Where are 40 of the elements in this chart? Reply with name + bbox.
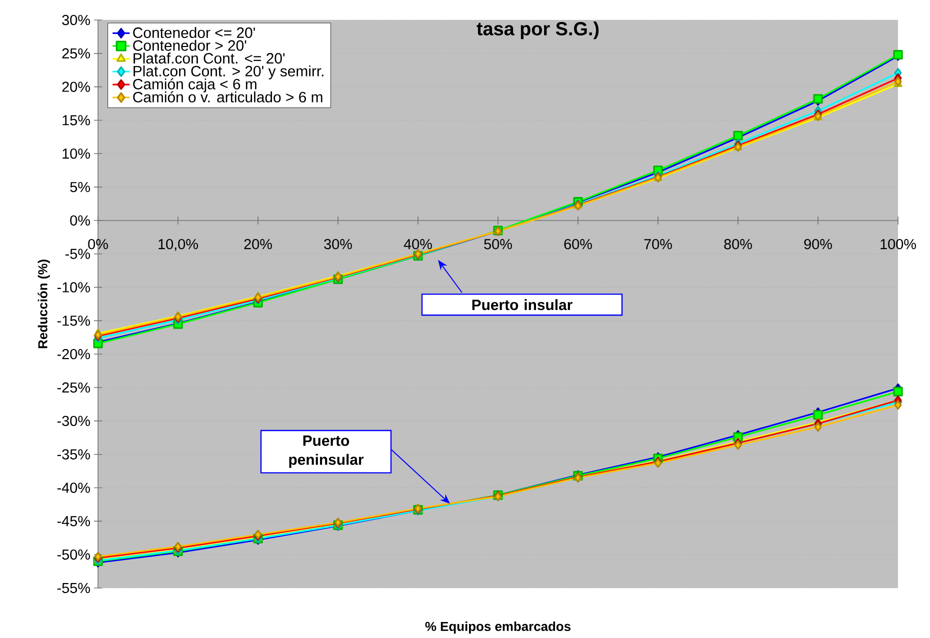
chart-title: tasa por S.G.) (476, 22, 599, 40)
y-tick-label: 25% (62, 48, 90, 59)
y-tick-label: 5% (70, 182, 90, 192)
y-axis-title: Reducción (%) (38, 260, 50, 348)
y-tick-label: -5% (65, 248, 90, 259)
y-tick-label: -15% (57, 316, 90, 326)
legend-label: Contenedor > 20' (133, 40, 246, 51)
annotation: Puerto insular (472, 299, 572, 310)
y-tick-label: -45% (57, 516, 90, 526)
y-tick-label: 20% (62, 82, 90, 92)
legend-label: Plataf.con Cont. <= 20' (134, 52, 285, 64)
y-tick-label: 30% (62, 14, 90, 26)
x-tick-label: 70% (644, 238, 672, 250)
x-tick-label: 60% (564, 238, 592, 250)
x-tick-label: 90% (804, 238, 832, 250)
legend-label: Camión caja < 6 m (133, 78, 256, 92)
x-tick-label: 30% (324, 238, 352, 250)
y-tick-label: -30% (57, 416, 90, 426)
y-tick-label: -50% (57, 549, 90, 560)
annotation: Puerto peninsular (289, 436, 364, 468)
y-tick-label: -55% (57, 582, 90, 594)
x-tick-label: 40% (404, 238, 432, 250)
y-tick-label: 10% (62, 148, 90, 159)
x-tick-label: 10,0% (158, 238, 198, 251)
y-tick-label: -20% (57, 348, 90, 360)
legend-label: Contenedor <= 20' (133, 27, 255, 38)
y-tick-label: 15% (62, 115, 90, 126)
x-axis-title: % Equipos embarcados (425, 622, 571, 634)
y-tick-label: -10% (57, 282, 90, 292)
y-tick-label: -35% (57, 449, 90, 460)
x-tick-label: 20% (244, 238, 272, 250)
x-tick-label: 80% (724, 238, 752, 250)
y-tick-label: -25% (57, 382, 90, 393)
x-tick-label: 50% (484, 238, 512, 250)
legend-label: Plat.con Cont. > 20' y semirr. (134, 65, 324, 80)
x-tick-label: 100% (880, 238, 916, 250)
y-tick-label: -40% (57, 482, 90, 493)
legend-label: Camión o v. articulado > 6 m (133, 91, 322, 102)
x-tick-label: 0% (88, 238, 108, 250)
y-tick-label: 0% (70, 215, 90, 226)
